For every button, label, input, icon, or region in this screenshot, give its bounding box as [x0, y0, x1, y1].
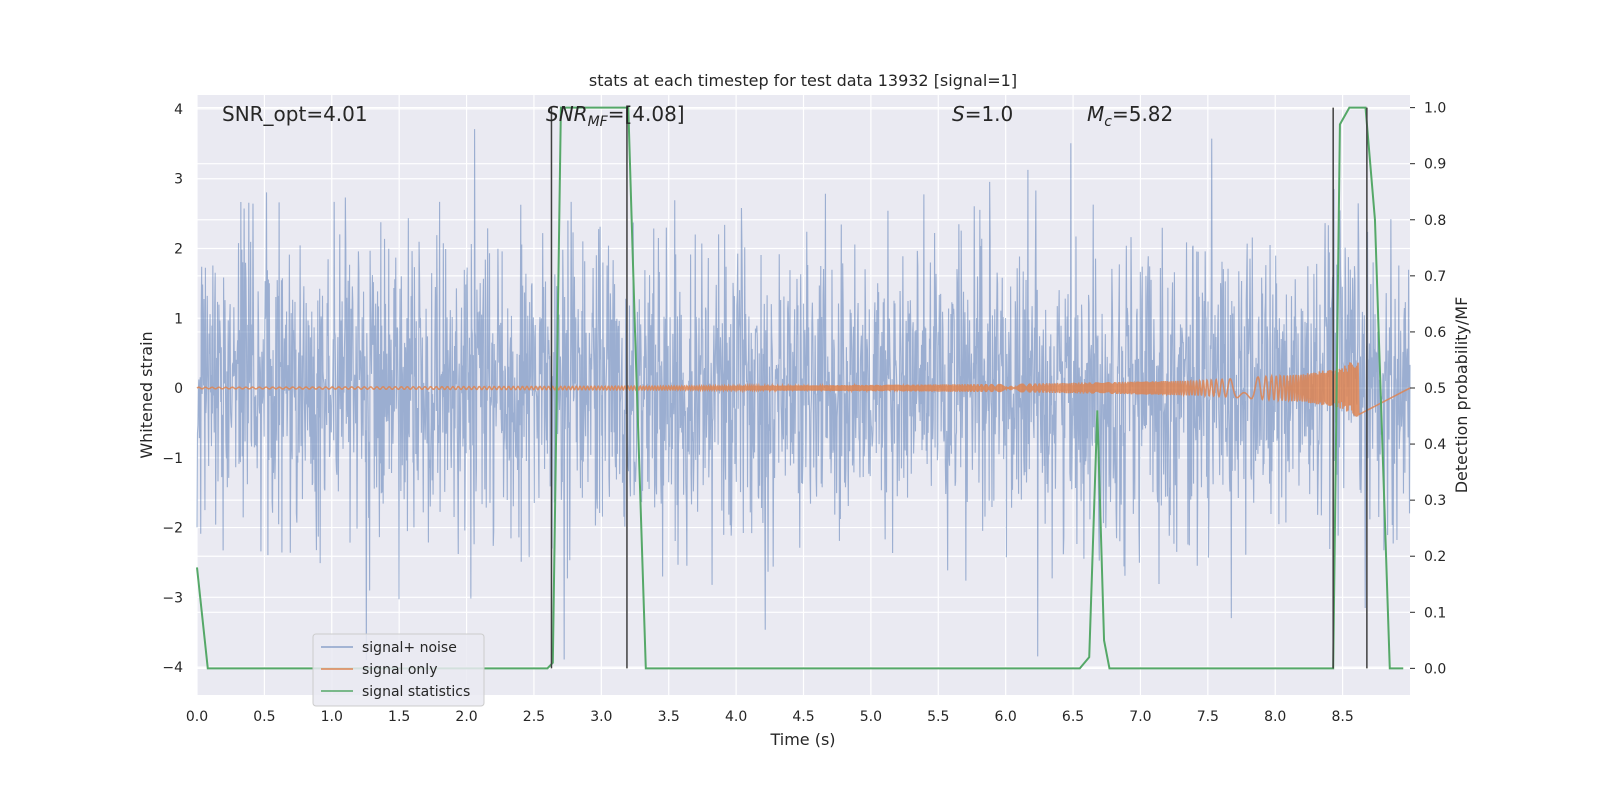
x-tick-label: 4.5 — [792, 709, 814, 725]
y-left-tick-label: −1 — [162, 451, 183, 467]
legend: signal+ noise signal only signal statist… — [312, 633, 485, 707]
x-tick-label: 8.5 — [1331, 709, 1353, 725]
chart-title: stats at each timestep for test data 139… — [589, 71, 1017, 90]
signal-statistics-series — [196, 106, 1404, 670]
y-right-tick-label: 0.7 — [1424, 269, 1446, 285]
annotation-snr-opt: SNR_opt=4.01 — [222, 102, 368, 126]
y-left-tick-label: 0 — [174, 381, 183, 397]
annotation-snr-mf: SNRMF=[4.08] — [546, 102, 685, 130]
y-left-tick-label: −3 — [162, 590, 183, 606]
y-right-tick-label: 0.9 — [1424, 157, 1446, 173]
y-left-tick-label: 4 — [174, 102, 183, 118]
y-axis-right-label: Detection probability/MF — [1452, 297, 1471, 494]
y-right-tick-label: 0.4 — [1424, 437, 1446, 453]
signal-statistics-line — [196, 106, 1404, 670]
y-left-tick-label: −4 — [162, 660, 183, 676]
x-tick-label: 7.0 — [1129, 709, 1151, 725]
mc-sub: c — [1104, 114, 1112, 130]
x-tick-label: 8.0 — [1264, 709, 1286, 725]
x-tick-label: 0.0 — [186, 709, 208, 725]
y-right-tick-label: 0.1 — [1424, 605, 1446, 621]
x-axis-label: Time (s) — [769, 730, 835, 749]
y-axis-left-label: Whitened strain — [137, 331, 156, 458]
snr-mf-sub: MF — [588, 114, 609, 130]
x-tick-label: 2.0 — [455, 709, 477, 725]
x-tick-label: 3.0 — [590, 709, 612, 725]
signal-only-line — [196, 362, 1411, 417]
annotation-mc: Mc=5.82 — [1087, 102, 1173, 130]
y-right-tick-label: 0.0 — [1424, 661, 1446, 677]
y-left-tick-label: −2 — [162, 521, 183, 537]
x-tick-label: 5.5 — [927, 709, 949, 725]
x-tick-label: 6.0 — [995, 709, 1017, 725]
x-tick-label: 3.5 — [658, 709, 680, 725]
snr-mf-main: SNR — [546, 102, 588, 126]
y-left-tick-label: 3 — [174, 172, 183, 188]
tick-labels: 0.0 0.5 1.0 1.5 2.0 2.5 3.0 3.5 4.0 4.5 5.0 5.5 6.0 6… — [162, 101, 1446, 725]
y-right-tick-label: 0.8 — [1424, 213, 1446, 229]
signal-noise-series — [196, 129, 1411, 661]
x-tick-label: 1.0 — [321, 709, 343, 725]
y-left-tick-label: 2 — [174, 241, 183, 257]
s-symbol: S — [952, 102, 965, 126]
x-tick-label: 6.5 — [1062, 709, 1084, 725]
x-tick-label: 4.0 — [725, 709, 747, 725]
signal-only-series — [196, 362, 1411, 417]
legend-label-signal-noise: signal+ noise — [362, 640, 457, 656]
s-value: =1.0 — [965, 102, 1014, 126]
annotation-s: S=1.0 — [952, 102, 1013, 126]
x-tick-label: 7.5 — [1197, 709, 1219, 725]
marker-lines — [550, 107, 1368, 669]
y-right-tick-label: 0.5 — [1424, 381, 1446, 397]
x-tick-label: 5.0 — [860, 709, 882, 725]
y-right-tick-label: 0.2 — [1424, 549, 1446, 565]
legend-label-signal-statistics: signal statistics — [362, 684, 470, 700]
x-tick-label: 1.5 — [388, 709, 410, 725]
x-tick-label: 2.5 — [523, 709, 545, 725]
y-right-tick-label: 0.6 — [1424, 325, 1446, 341]
mc-symbol: M — [1087, 102, 1104, 126]
y-left-tick-label: 1 — [174, 311, 183, 327]
legend-label-signal-only: signal only — [362, 662, 437, 678]
y-right-tick-label: 0.3 — [1424, 493, 1446, 509]
snr-mf-value: =[4.08] — [608, 102, 685, 126]
legend-box — [312, 633, 485, 707]
x-tick-label: 0.5 — [253, 709, 275, 725]
mc-value: =5.82 — [1112, 102, 1173, 126]
signal-noise-line — [196, 129, 1411, 661]
y-right-tick-label: 1.0 — [1424, 101, 1446, 117]
